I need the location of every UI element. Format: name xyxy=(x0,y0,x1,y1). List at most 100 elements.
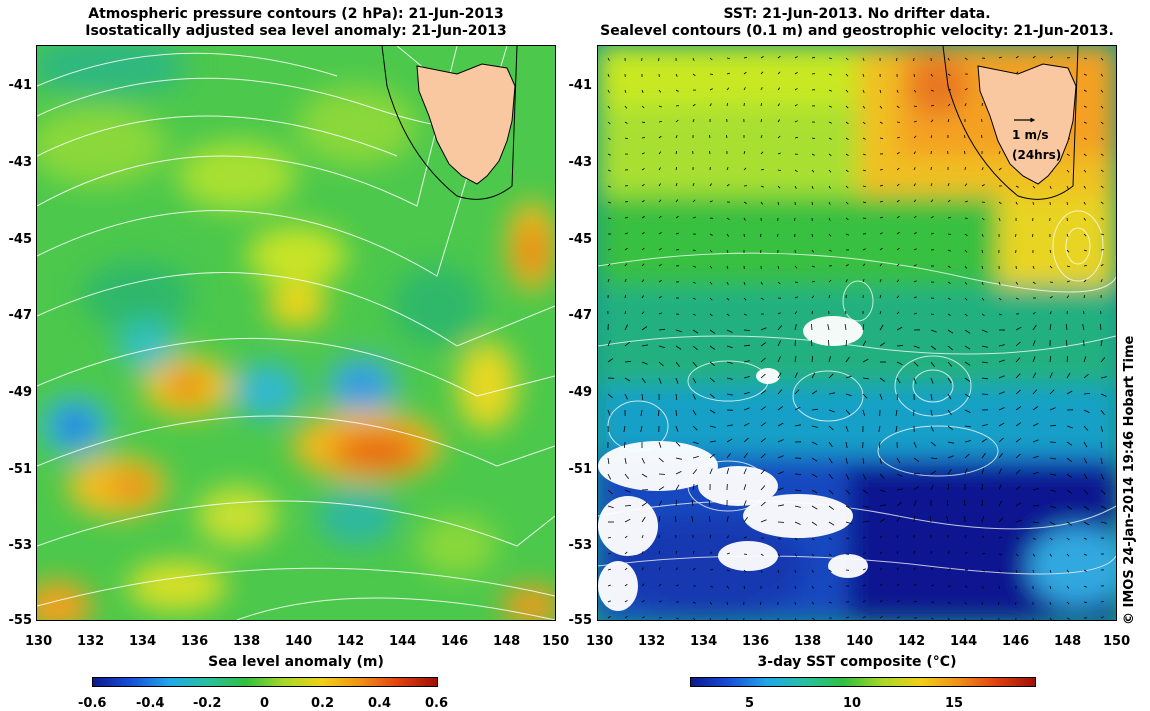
left-ytick: -47 xyxy=(0,308,32,323)
right-xtick: 150 xyxy=(1103,634,1130,649)
velocity-arrow xyxy=(897,58,898,61)
velocity-arrow xyxy=(965,151,966,154)
right-xtick: 132 xyxy=(638,634,665,649)
left-xtick: 138 xyxy=(233,634,260,649)
sst-cbtick: 10 xyxy=(843,696,861,711)
velocity-arrow xyxy=(676,500,677,506)
right-xtick: 138 xyxy=(794,634,821,649)
velocity-arrow xyxy=(676,250,679,251)
sla-cbtick: -0.2 xyxy=(193,696,221,711)
left-title-line1: Atmospheric pressure contours (2 hPa): 2… xyxy=(36,6,556,23)
sla-colorbar xyxy=(92,677,438,687)
velocity-arrow xyxy=(914,516,915,522)
sla-cbtick: 0 xyxy=(260,696,269,711)
velocity-arrow xyxy=(795,340,796,346)
copyright-text: © IMOS 24-Jan-2014 19:46 Hobart Time xyxy=(1122,336,1137,625)
right-title-line1: SST: 21-Jun-2013. No drifter data. xyxy=(597,6,1117,23)
left-ytick: -55 xyxy=(0,613,32,628)
velocity-arrow xyxy=(812,202,813,205)
right-ytick: -49 xyxy=(560,385,592,400)
left-ytick: -53 xyxy=(0,538,32,553)
velocity-arrow xyxy=(982,135,983,138)
right-xtick: 136 xyxy=(742,634,769,649)
left-ytick: -51 xyxy=(0,462,32,477)
left-xtick: 136 xyxy=(181,634,208,649)
sla-cbtick: 0.4 xyxy=(368,696,391,711)
velocity-arrow xyxy=(795,474,801,475)
velocity-arrow xyxy=(1016,538,1019,539)
velocity-arrow xyxy=(982,103,983,106)
right-colorbar-label: 3-day SST composite (°C) xyxy=(597,654,1117,670)
right-ytick: -41 xyxy=(560,78,592,93)
velocity-arrow xyxy=(914,551,915,554)
sst-cbtick: 15 xyxy=(945,696,963,711)
velocity-arrow xyxy=(744,554,747,555)
left-colorbar-label: Sea level anomaly (m) xyxy=(36,654,556,670)
sst-colorbar xyxy=(690,677,1036,687)
right-xtick: 134 xyxy=(690,634,717,649)
left-xtick: 134 xyxy=(129,634,156,649)
velocity-arrow xyxy=(982,500,983,506)
right-ytick: -55 xyxy=(560,613,592,628)
left-xtick: 132 xyxy=(77,634,104,649)
left-xtick: 146 xyxy=(441,634,468,649)
velocity-arrow xyxy=(727,602,728,605)
velocity-arrow xyxy=(965,167,966,170)
left-ytick: -49 xyxy=(0,385,32,400)
right-xtick: 144 xyxy=(950,634,977,649)
right-ytick: -43 xyxy=(560,155,592,170)
left-xtick: 144 xyxy=(389,634,416,649)
sla-cbtick: 0.2 xyxy=(311,696,334,711)
sla-map[interactable] xyxy=(36,45,556,621)
left-xtick: 130 xyxy=(25,634,52,649)
velocity-arrow xyxy=(846,538,849,539)
right-xtick: 146 xyxy=(1002,634,1029,649)
sla-cbtick: -0.6 xyxy=(78,696,106,711)
velocity-arrow xyxy=(812,311,813,314)
sla-map-svg xyxy=(37,46,555,620)
right-xtick: 148 xyxy=(1054,634,1081,649)
sst-map[interactable]: 1 m/s (24hrs) xyxy=(597,45,1117,621)
velocity-arrow xyxy=(846,311,847,314)
velocity-arrow xyxy=(744,330,750,331)
velocity-arrow xyxy=(710,151,711,154)
left-xtick: 150 xyxy=(542,634,569,649)
sla-cbtick: -0.4 xyxy=(136,696,164,711)
velocity-arrow xyxy=(897,346,903,347)
left-title: Atmospheric pressure contours (2 hPa): 2… xyxy=(36,6,556,40)
velocity-arrow xyxy=(710,74,713,75)
velocity-arrow xyxy=(625,202,628,203)
right-ytick: -51 xyxy=(560,462,592,477)
right-title: SST: 21-Jun-2013. No drifter data. Seale… xyxy=(597,6,1117,40)
left-ytick: -45 xyxy=(0,232,32,247)
velocity-arrow xyxy=(1067,218,1068,221)
sla-cbtick: 0.6 xyxy=(425,696,448,711)
velocity-arrow xyxy=(659,58,660,61)
velocity-arrow xyxy=(897,122,900,123)
velocity-arrow xyxy=(982,394,988,395)
left-ytick: -43 xyxy=(0,155,32,170)
left-xtick: 142 xyxy=(337,634,364,649)
left-title-line2: Isostatically adjusted sea level anomaly… xyxy=(36,23,556,40)
velocity-arrow xyxy=(999,586,1000,589)
right-xtick: 142 xyxy=(898,634,925,649)
right-ytick: -53 xyxy=(560,538,592,553)
arrow-scale-label: 1 m/s xyxy=(1012,128,1049,142)
right-xtick: 140 xyxy=(846,634,873,649)
right-ytick: -47 xyxy=(560,308,592,323)
left-ytick: -41 xyxy=(0,78,32,93)
velocity-arrow xyxy=(710,570,713,571)
velocity-arrow xyxy=(931,314,934,315)
velocity-arrow xyxy=(914,410,915,416)
left-xtick: 140 xyxy=(285,634,312,649)
right-title-line2: Sealevel contours (0.1 m) and geostrophi… xyxy=(597,23,1117,40)
right-ytick: -45 xyxy=(560,232,592,247)
right-xtick: 130 xyxy=(586,634,613,649)
velocity-arrow xyxy=(880,138,883,139)
arrow-scale-label-hours: (24hrs) xyxy=(1012,148,1061,162)
sst-cbtick: 5 xyxy=(745,696,754,711)
left-xtick: 148 xyxy=(493,634,520,649)
velocity-arrow xyxy=(999,602,1000,605)
velocity-arrow xyxy=(642,138,645,139)
velocity-arrow xyxy=(761,234,762,237)
